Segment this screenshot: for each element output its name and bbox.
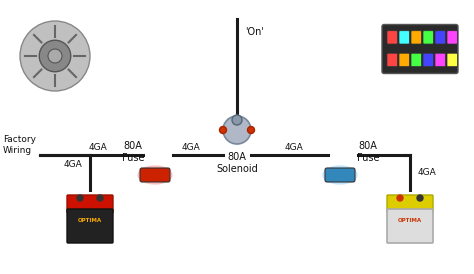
FancyBboxPatch shape [435, 53, 446, 67]
Text: 4GA: 4GA [284, 143, 303, 152]
Circle shape [97, 195, 103, 201]
Circle shape [77, 195, 83, 201]
Text: 4GA: 4GA [182, 143, 201, 152]
Text: Factory
Wiring: Factory Wiring [3, 135, 36, 155]
Circle shape [417, 195, 423, 201]
Ellipse shape [138, 166, 172, 184]
Circle shape [223, 116, 251, 144]
Ellipse shape [323, 166, 357, 184]
FancyBboxPatch shape [387, 31, 397, 44]
Text: 4GA: 4GA [63, 160, 82, 169]
FancyBboxPatch shape [447, 31, 457, 44]
Circle shape [219, 127, 227, 133]
Text: OPTIMA: OPTIMA [78, 218, 102, 222]
Circle shape [247, 127, 255, 133]
FancyBboxPatch shape [325, 168, 355, 182]
Text: 80A
Fuse: 80A Fuse [122, 141, 144, 163]
Text: 80A
Fuse: 80A Fuse [357, 141, 379, 163]
FancyBboxPatch shape [67, 195, 113, 213]
FancyBboxPatch shape [423, 31, 433, 44]
FancyBboxPatch shape [399, 53, 410, 67]
FancyBboxPatch shape [411, 31, 421, 44]
Circle shape [232, 115, 242, 125]
FancyBboxPatch shape [387, 195, 433, 213]
FancyBboxPatch shape [382, 24, 458, 73]
FancyBboxPatch shape [387, 209, 433, 243]
Text: 'On': 'On' [245, 27, 264, 37]
Text: 4GA: 4GA [88, 143, 107, 152]
FancyBboxPatch shape [399, 31, 410, 44]
FancyBboxPatch shape [140, 168, 170, 182]
FancyBboxPatch shape [67, 209, 113, 243]
FancyBboxPatch shape [387, 53, 397, 67]
Circle shape [39, 40, 71, 72]
Circle shape [20, 21, 90, 91]
FancyBboxPatch shape [447, 53, 457, 67]
Circle shape [397, 195, 403, 201]
FancyBboxPatch shape [411, 53, 421, 67]
Circle shape [48, 49, 62, 63]
FancyBboxPatch shape [435, 31, 446, 44]
FancyBboxPatch shape [423, 53, 433, 67]
Text: 80A
Solenoid: 80A Solenoid [216, 152, 258, 174]
Text: 4GA: 4GA [418, 168, 437, 177]
Text: OPTIMA: OPTIMA [398, 218, 422, 222]
